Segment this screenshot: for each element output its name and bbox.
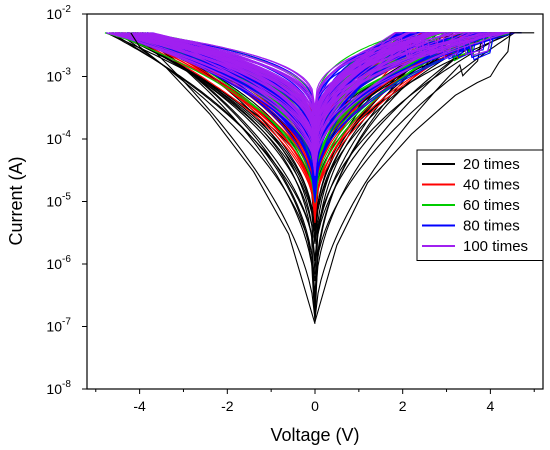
y-tick-label: 10 [46,69,62,85]
x-tick-label: -4 [133,398,146,414]
y-tick-exponent: -7 [62,317,71,328]
legend-label: 20 times [463,156,520,173]
series-5-trace [109,32,443,159]
y-tick-label: 10 [46,381,62,397]
series-5-trace [137,32,502,169]
axis-ticks: -4 -2 0 2 410-810-710-610-510-410-310-2 [46,4,535,414]
series-1-trace [130,32,316,325]
y-axis-title: Current (A) [6,156,26,245]
y-tick-label: 10 [46,256,62,272]
legend: 20 times 40 times 60 times 80 times 100 time… [416,149,544,261]
x-tick-label: 0 [311,398,319,414]
y-tick-exponent: -2 [62,4,71,15]
x-tick-label: -2 [221,398,234,414]
series-5-trace [138,32,440,108]
legend-label: 100 times [463,238,528,255]
y-tick-label: 10 [46,194,62,210]
iv-curves [104,32,535,325]
y-tick-exponent: -4 [62,129,71,140]
series-1-trace [314,32,535,322]
y-tick-exponent: -6 [62,254,71,265]
legend-label: 60 times [463,197,520,214]
y-tick-exponent: -3 [62,67,71,78]
legend-label: 80 times [463,218,520,235]
series-5-trace [115,32,439,151]
y-tick-exponent: -8 [62,379,71,390]
series-5-curves [106,32,517,176]
x-axis-title: Voltage (V) [270,425,359,445]
y-tick-label: 10 [46,319,62,335]
series-5-trace [133,32,445,129]
x-tick-label: 2 [399,398,407,414]
x-tick-label: 4 [486,398,494,414]
series-1-outlier [130,32,535,325]
y-tick-label: 10 [46,131,62,147]
y-tick-label: 10 [46,6,62,22]
y-tick-exponent: -5 [62,192,71,203]
series-1-trace [110,32,497,261]
legend-label: 40 times [463,177,520,194]
